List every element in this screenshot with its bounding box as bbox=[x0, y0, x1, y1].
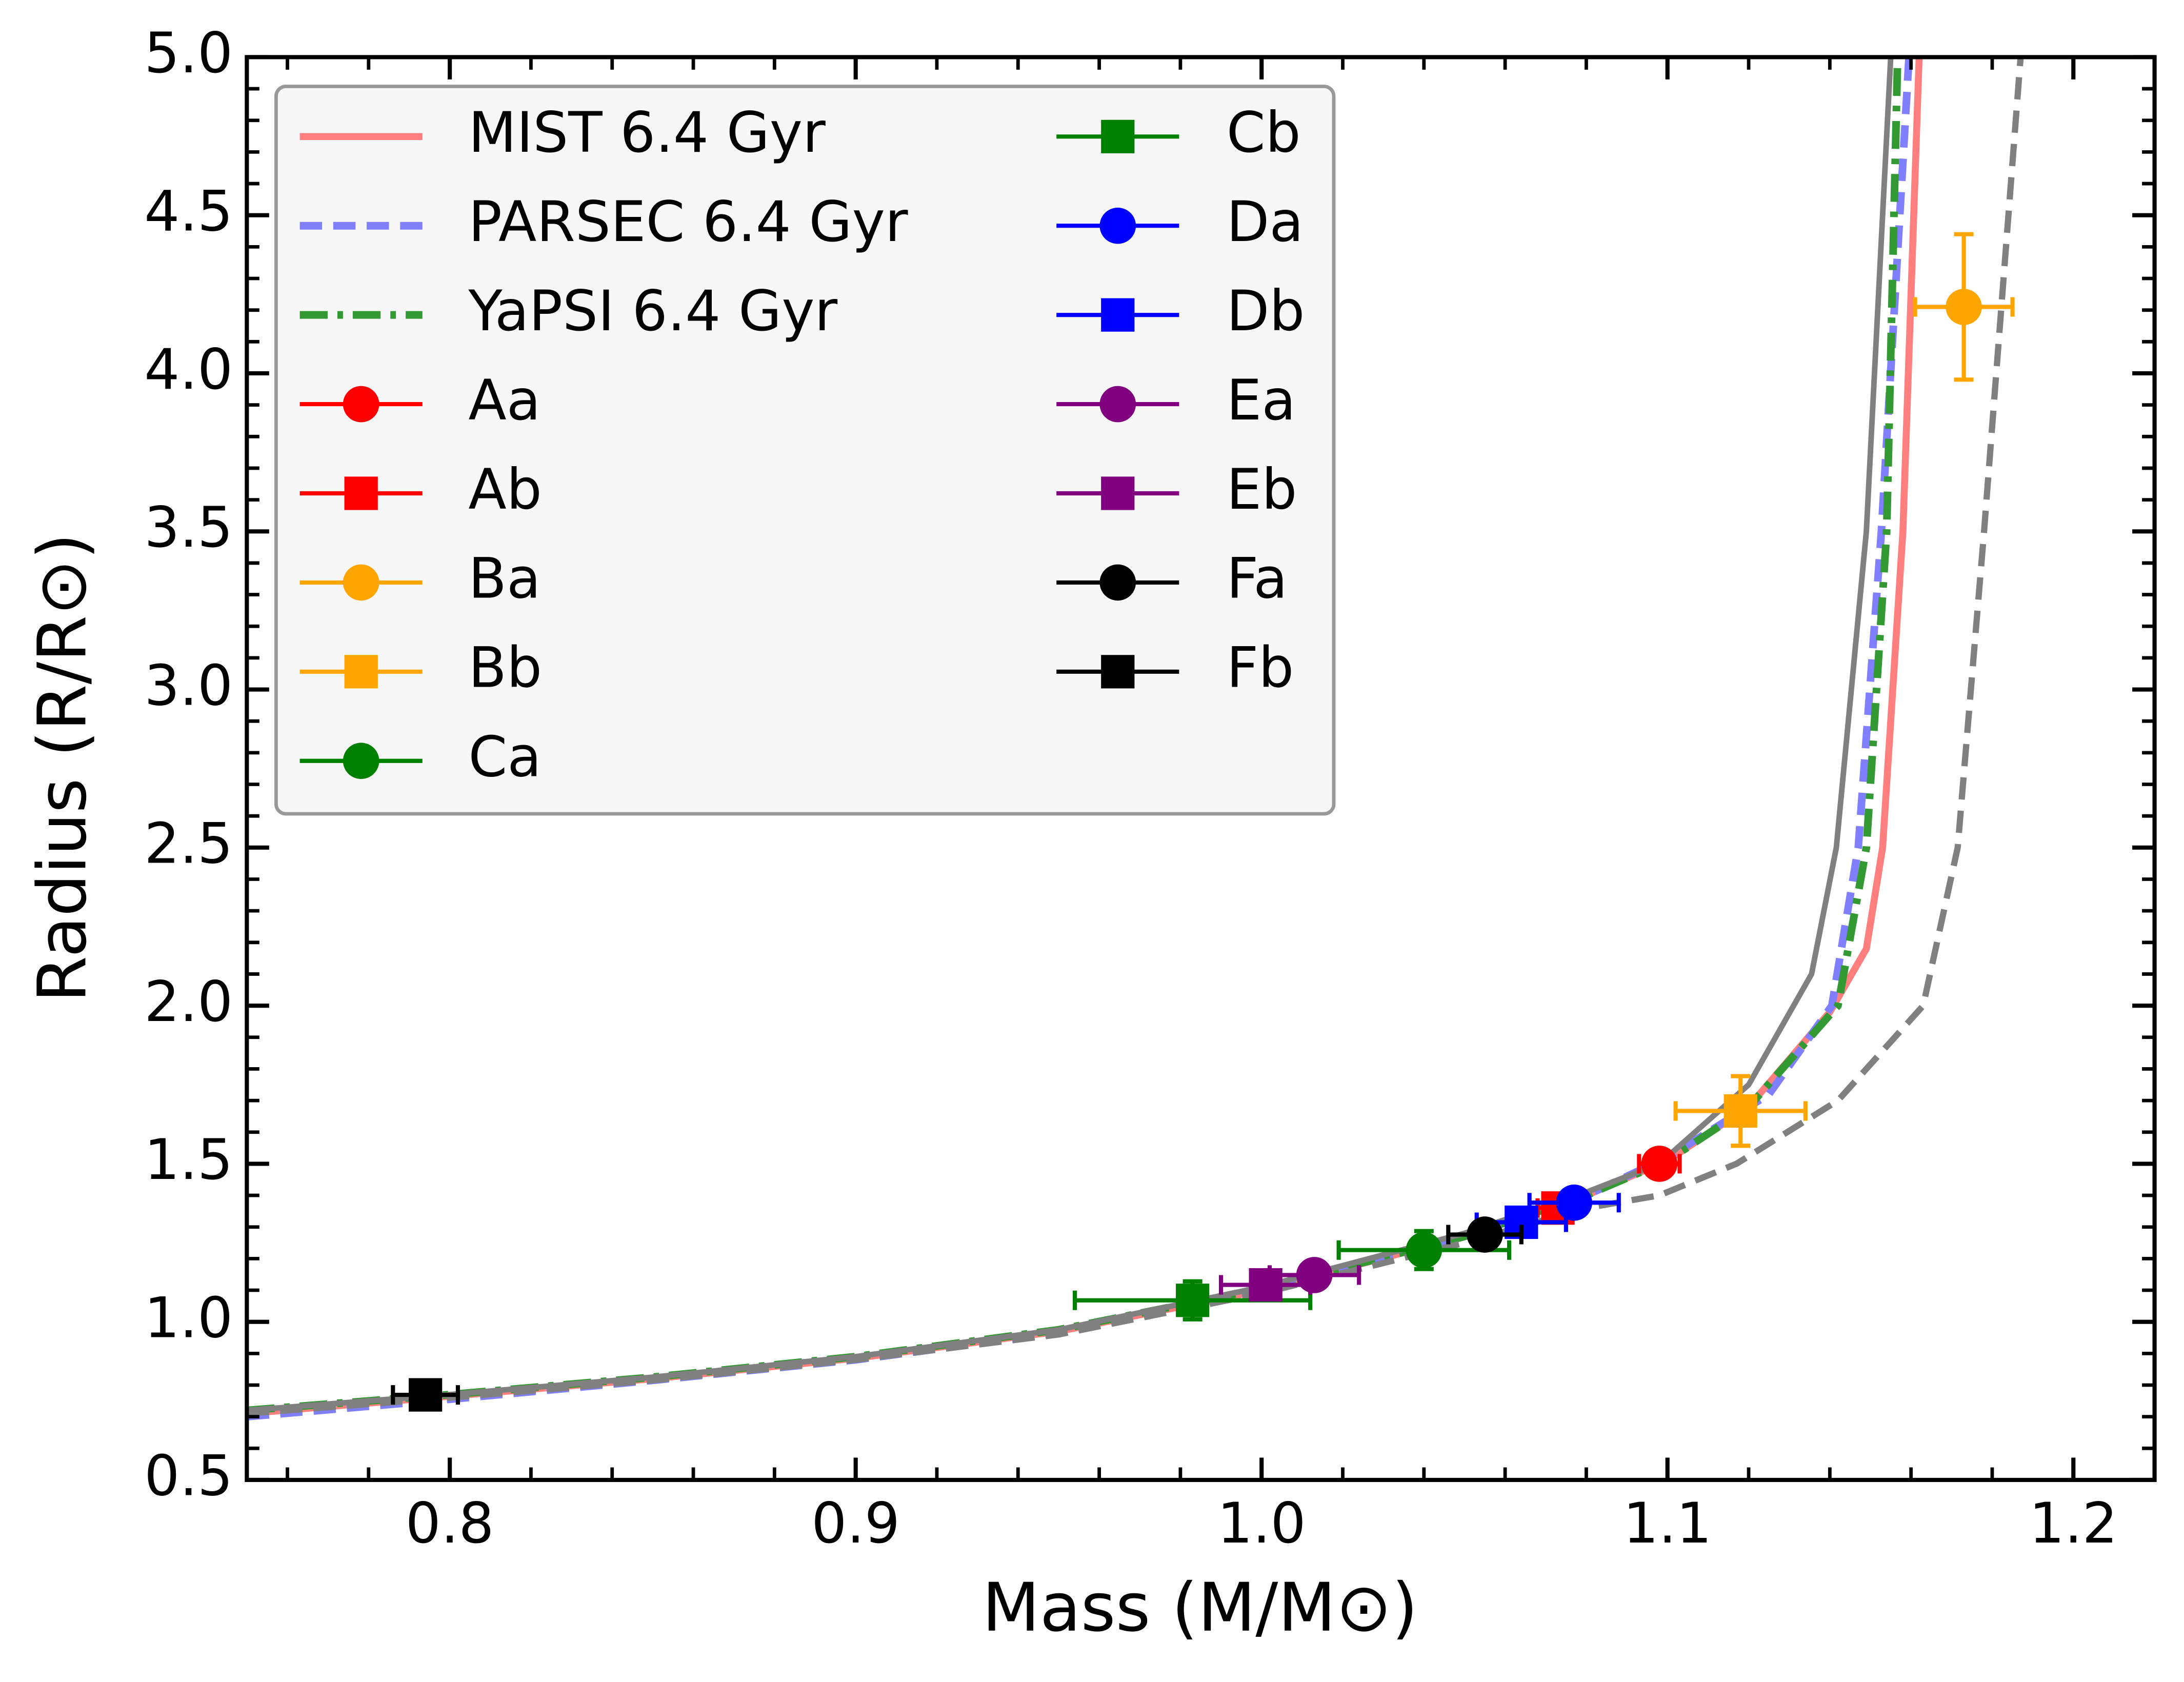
marker bbox=[1099, 564, 1136, 601]
marker bbox=[409, 1378, 443, 1412]
legend-label: Bb bbox=[468, 635, 542, 700]
marker bbox=[1101, 476, 1135, 510]
marker bbox=[1724, 1094, 1757, 1128]
legend-label: Ab bbox=[468, 457, 542, 522]
legend: MIST 6.4 Gyr PARSEC 6.4 Gyr YaPSI 6.4 Gyr A… bbox=[274, 85, 1336, 816]
marker bbox=[343, 743, 379, 779]
plot-area bbox=[247, 57, 2024, 1421]
legend-label: MIST 6.4 Gyr bbox=[468, 100, 826, 165]
marker bbox=[1101, 119, 1135, 153]
legend-label: Ea bbox=[1227, 368, 1296, 433]
marker bbox=[344, 476, 378, 510]
legend-box bbox=[274, 85, 1336, 816]
marker bbox=[343, 386, 379, 423]
y-tick-label: 4.0 bbox=[144, 337, 233, 402]
x-tick-label: 0.9 bbox=[811, 1491, 900, 1556]
legend-label: YaPSI 6.4 Gyr bbox=[468, 278, 837, 344]
marker bbox=[1101, 655, 1135, 689]
x-axis-label: Mass (M/M⊙) bbox=[982, 1569, 1418, 1647]
marker bbox=[1467, 1216, 1503, 1253]
legend-label: Ca bbox=[468, 725, 542, 790]
y-tick-label: 3.5 bbox=[144, 495, 233, 560]
y-tick-label: 5.0 bbox=[144, 21, 233, 86]
marker bbox=[1099, 207, 1136, 244]
legend-label: Cb bbox=[1227, 100, 1301, 165]
y-tick-label: 4.5 bbox=[144, 178, 233, 244]
legend-label: Fa bbox=[1227, 546, 1288, 611]
legend-label: Eb bbox=[1227, 457, 1297, 522]
y-tick-label: 1.5 bbox=[144, 1127, 233, 1192]
y-tick-label: 2.5 bbox=[144, 811, 233, 876]
y-tick-label: 0.5 bbox=[144, 1444, 233, 1509]
plot-frame bbox=[245, 55, 2157, 1483]
y-tick-label: 1.0 bbox=[144, 1285, 233, 1350]
marker bbox=[1556, 1184, 1593, 1221]
x-tick-label: 1.1 bbox=[1623, 1491, 1712, 1556]
y-axis-label: Radius (R/R⊙) bbox=[23, 533, 101, 1003]
y-tick-label: 2.0 bbox=[144, 969, 233, 1034]
legend-label: Ba bbox=[468, 546, 540, 611]
marker bbox=[1946, 289, 1982, 325]
x-tick-label: 0.8 bbox=[406, 1491, 494, 1556]
marker bbox=[343, 564, 379, 601]
marker bbox=[1176, 1284, 1210, 1317]
marker bbox=[1406, 1232, 1442, 1269]
marker bbox=[1296, 1257, 1333, 1293]
x-tick-label: 1.2 bbox=[2029, 1491, 2118, 1556]
marker bbox=[1101, 298, 1135, 332]
legend-label: PARSEC 6.4 Gyr bbox=[468, 189, 908, 254]
marker bbox=[1641, 1146, 1678, 1182]
marker bbox=[1249, 1268, 1283, 1302]
legend-label: Fb bbox=[1227, 635, 1294, 700]
legend-label: Da bbox=[1227, 189, 1304, 254]
marker bbox=[1099, 386, 1136, 423]
axes: 0.8 0.9 1.0 1.1 1.2 0.5 1.0 1.5 2.0 2.5 3.0 3.5 4.0 4… bbox=[144, 21, 2157, 1556]
x-tick-label: 1.0 bbox=[1217, 1491, 1306, 1556]
y-tick-label: 3.0 bbox=[144, 653, 233, 718]
legend-label: Aa bbox=[468, 368, 540, 433]
legend-label: Db bbox=[1227, 278, 1305, 344]
marker bbox=[344, 655, 378, 689]
